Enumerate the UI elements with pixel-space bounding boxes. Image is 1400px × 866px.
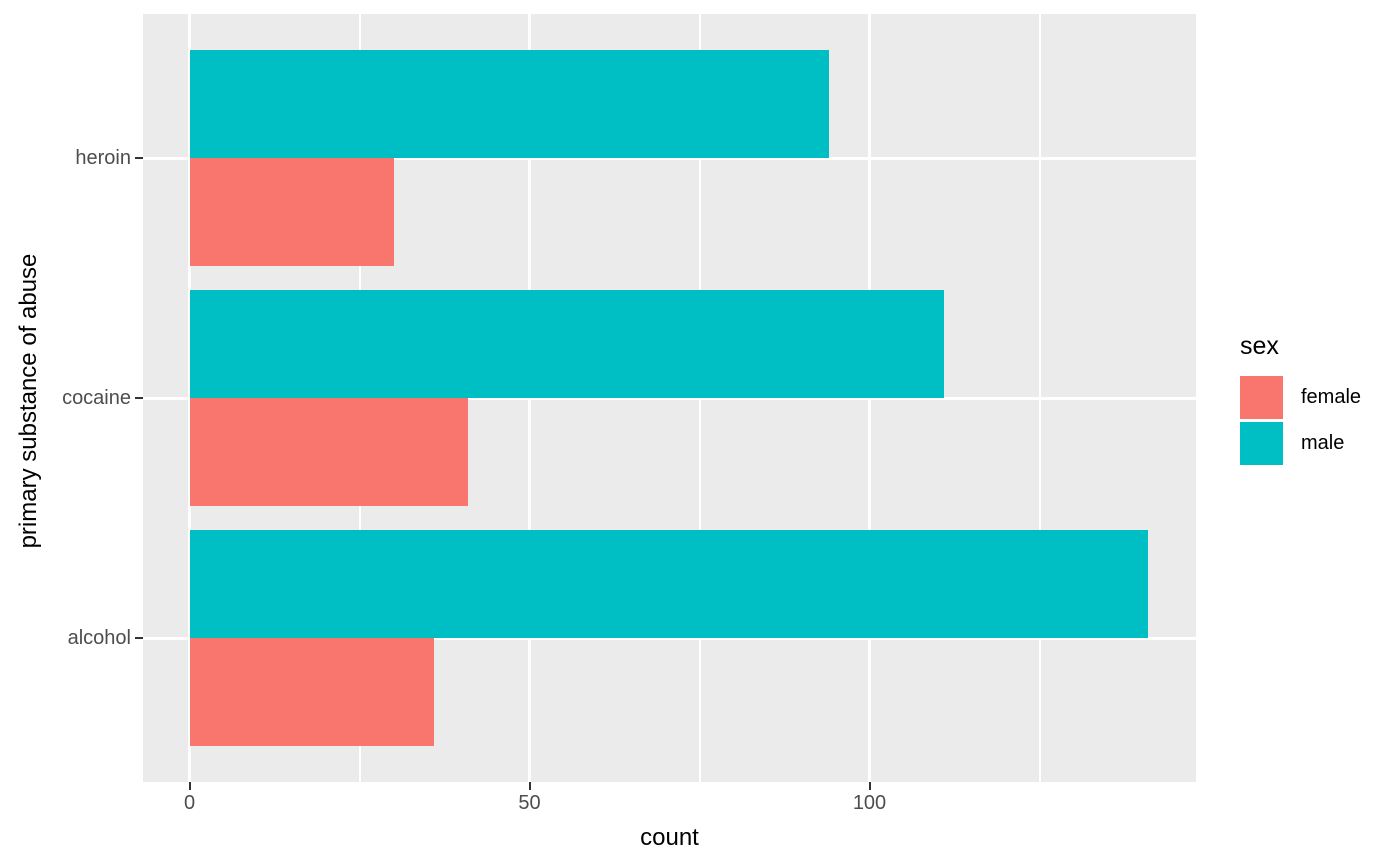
x-tick-mark-0 <box>188 782 191 790</box>
y-tick-mark-alcohol <box>135 637 143 639</box>
bar-alcohol-male <box>189 530 1149 638</box>
y-tick-label-alcohol: alcohol <box>67 627 131 649</box>
plot-panel <box>143 14 1196 782</box>
y-tick-mark-cocaine <box>135 397 143 399</box>
major-gridline-y-alcohol <box>143 636 1196 640</box>
legend-entries: female male <box>1240 376 1361 465</box>
bar-alcohol-female <box>189 638 435 746</box>
legend-key-female <box>1240 376 1283 419</box>
x-tick-mark-50 <box>528 782 531 790</box>
major-gridline-y-cocaine <box>143 396 1196 400</box>
legend-entry-female: female <box>1240 376 1361 419</box>
y-axis-title: primary substance of abuse <box>15 253 42 549</box>
legend-entry-male: male <box>1240 422 1361 465</box>
x-tick-label-50: 50 <box>518 792 541 814</box>
legend: sex female male <box>1240 332 1361 468</box>
legend-title: sex <box>1240 332 1279 360</box>
bar-heroin-female <box>189 158 394 266</box>
x-tick-mark-100 <box>868 782 871 790</box>
legend-label-female: female <box>1301 386 1362 408</box>
x-tick-label-100: 100 <box>852 792 887 814</box>
y-tick-label-cocaine: cocaine <box>62 387 131 409</box>
bar-heroin-male <box>189 50 829 158</box>
major-gridline-y-heroin <box>143 156 1196 160</box>
y-tick-mark-heroin <box>135 157 143 159</box>
x-tick-label-0: 0 <box>183 792 196 814</box>
y-tick-label-heroin: heroin <box>75 147 131 169</box>
legend-key-male <box>1240 422 1283 465</box>
bar-cocaine-male <box>189 290 945 398</box>
legend-label-male: male <box>1301 432 1345 454</box>
x-axis-title: count <box>640 824 699 851</box>
bar-cocaine-female <box>189 398 469 506</box>
